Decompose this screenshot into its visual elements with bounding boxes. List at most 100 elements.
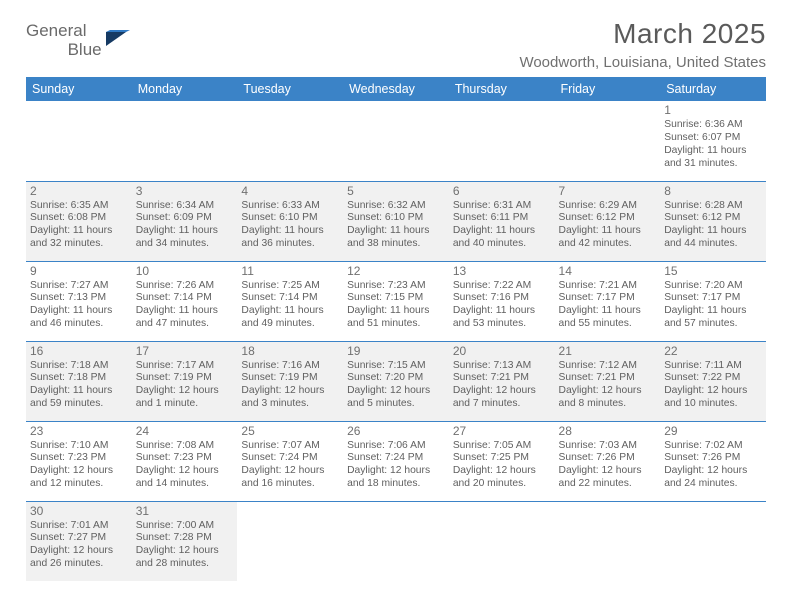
- day-cell: 22Sunrise: 7:11 AMSunset: 7:22 PMDayligh…: [660, 341, 766, 421]
- sunset-text: Sunset: 7:13 PM: [30, 292, 128, 305]
- sunset-text: Sunset: 7:16 PM: [453, 292, 551, 305]
- week-row: 16Sunrise: 7:18 AMSunset: 7:18 PMDayligh…: [26, 341, 766, 421]
- sunrise-text: Sunrise: 7:11 AM: [664, 360, 762, 373]
- day-number: 23: [30, 424, 128, 439]
- day-number: 16: [30, 344, 128, 359]
- day-cell: [343, 101, 449, 181]
- day-number: 30: [30, 504, 128, 519]
- sunset-text: Sunset: 7:26 PM: [559, 452, 657, 465]
- sunrise-text: Sunrise: 7:27 AM: [30, 280, 128, 293]
- week-row: 1Sunrise: 6:36 AMSunset: 6:07 PMDaylight…: [26, 101, 766, 181]
- day-cell: 18Sunrise: 7:16 AMSunset: 7:19 PMDayligh…: [237, 341, 343, 421]
- sunrise-text: Sunrise: 7:15 AM: [347, 360, 445, 373]
- day-number: 21: [559, 344, 657, 359]
- daylight-text: Daylight: 12 hours and 3 minutes.: [241, 385, 339, 411]
- sunset-text: Sunset: 6:11 PM: [453, 212, 551, 225]
- day-cell: 15Sunrise: 7:20 AMSunset: 7:17 PMDayligh…: [660, 261, 766, 341]
- day-number: 7: [559, 184, 657, 199]
- sunset-text: Sunset: 7:17 PM: [664, 292, 762, 305]
- day-header: Wednesday: [343, 77, 449, 101]
- day-cell: 26Sunrise: 7:06 AMSunset: 7:24 PMDayligh…: [343, 421, 449, 501]
- sunrise-text: Sunrise: 7:25 AM: [241, 280, 339, 293]
- day-number: 18: [241, 344, 339, 359]
- sunset-text: Sunset: 6:12 PM: [559, 212, 657, 225]
- daylight-text: Daylight: 11 hours and 32 minutes.: [30, 225, 128, 251]
- sunset-text: Sunset: 7:21 PM: [453, 372, 551, 385]
- daylight-text: Daylight: 11 hours and 59 minutes.: [30, 385, 128, 411]
- day-number: 15: [664, 264, 762, 279]
- month-title: March 2025: [519, 18, 766, 50]
- sunrise-text: Sunrise: 7:05 AM: [453, 440, 551, 453]
- daylight-text: Daylight: 11 hours and 57 minutes.: [664, 305, 762, 331]
- sunrise-text: Sunrise: 7:10 AM: [30, 440, 128, 453]
- sunrise-text: Sunrise: 7:13 AM: [453, 360, 551, 373]
- day-cell: [343, 501, 449, 581]
- day-header: Thursday: [449, 77, 555, 101]
- location: Woodworth, Louisiana, United States: [519, 54, 766, 71]
- day-cell: 23Sunrise: 7:10 AMSunset: 7:23 PMDayligh…: [26, 421, 132, 501]
- day-cell: [132, 101, 238, 181]
- day-cell: 29Sunrise: 7:02 AMSunset: 7:26 PMDayligh…: [660, 421, 766, 501]
- day-cell: [660, 501, 766, 581]
- daylight-text: Daylight: 11 hours and 53 minutes.: [453, 305, 551, 331]
- day-cell: [555, 101, 661, 181]
- day-cell: 16Sunrise: 7:18 AMSunset: 7:18 PMDayligh…: [26, 341, 132, 421]
- sunset-text: Sunset: 7:17 PM: [559, 292, 657, 305]
- day-number: 3: [136, 184, 234, 199]
- daylight-text: Daylight: 12 hours and 8 minutes.: [559, 385, 657, 411]
- day-cell: 13Sunrise: 7:22 AMSunset: 7:16 PMDayligh…: [449, 261, 555, 341]
- daylight-text: Daylight: 11 hours and 40 minutes.: [453, 225, 551, 251]
- daylight-text: Daylight: 12 hours and 14 minutes.: [136, 465, 234, 491]
- day-cell: 10Sunrise: 7:26 AMSunset: 7:14 PMDayligh…: [132, 261, 238, 341]
- day-number: 12: [347, 264, 445, 279]
- sunrise-text: Sunrise: 7:17 AM: [136, 360, 234, 373]
- sunrise-text: Sunrise: 7:23 AM: [347, 280, 445, 293]
- daylight-text: Daylight: 11 hours and 34 minutes.: [136, 225, 234, 251]
- sunrise-text: Sunrise: 7:12 AM: [559, 360, 657, 373]
- daylight-text: Daylight: 11 hours and 51 minutes.: [347, 305, 445, 331]
- day-cell: [237, 501, 343, 581]
- sunrise-text: Sunrise: 7:06 AM: [347, 440, 445, 453]
- sunset-text: Sunset: 6:09 PM: [136, 212, 234, 225]
- daylight-text: Daylight: 12 hours and 28 minutes.: [136, 545, 234, 571]
- day-header: Monday: [132, 77, 238, 101]
- day-cell: 21Sunrise: 7:12 AMSunset: 7:21 PMDayligh…: [555, 341, 661, 421]
- sunrise-text: Sunrise: 7:20 AM: [664, 280, 762, 293]
- sunrise-text: Sunrise: 7:07 AM: [241, 440, 339, 453]
- daylight-text: Daylight: 12 hours and 12 minutes.: [30, 465, 128, 491]
- day-number: 9: [30, 264, 128, 279]
- day-number: 31: [136, 504, 234, 519]
- week-row: 23Sunrise: 7:10 AMSunset: 7:23 PMDayligh…: [26, 421, 766, 501]
- day-number: 14: [559, 264, 657, 279]
- day-cell: 8Sunrise: 6:28 AMSunset: 6:12 PMDaylight…: [660, 181, 766, 261]
- sunset-text: Sunset: 7:23 PM: [136, 452, 234, 465]
- sunset-text: Sunset: 7:20 PM: [347, 372, 445, 385]
- day-number: 2: [30, 184, 128, 199]
- daylight-text: Daylight: 11 hours and 36 minutes.: [241, 225, 339, 251]
- week-row: 9Sunrise: 7:27 AMSunset: 7:13 PMDaylight…: [26, 261, 766, 341]
- day-cell: [449, 501, 555, 581]
- day-number: 26: [347, 424, 445, 439]
- day-cell: [237, 101, 343, 181]
- day-cell: 27Sunrise: 7:05 AMSunset: 7:25 PMDayligh…: [449, 421, 555, 501]
- day-number: 1: [664, 103, 762, 118]
- sunrise-text: Sunrise: 7:26 AM: [136, 280, 234, 293]
- day-number: 22: [664, 344, 762, 359]
- day-number: 19: [347, 344, 445, 359]
- day-number: 29: [664, 424, 762, 439]
- day-header: Friday: [555, 77, 661, 101]
- sunrise-text: Sunrise: 7:16 AM: [241, 360, 339, 373]
- daylight-text: Daylight: 11 hours and 49 minutes.: [241, 305, 339, 331]
- sunrise-text: Sunrise: 6:36 AM: [664, 119, 762, 132]
- sunset-text: Sunset: 7:24 PM: [241, 452, 339, 465]
- sunset-text: Sunset: 7:15 PM: [347, 292, 445, 305]
- sunrise-text: Sunrise: 7:22 AM: [453, 280, 551, 293]
- daylight-text: Daylight: 11 hours and 46 minutes.: [30, 305, 128, 331]
- day-header: Sunday: [26, 77, 132, 101]
- sunrise-text: Sunrise: 6:32 AM: [347, 200, 445, 213]
- sunset-text: Sunset: 7:18 PM: [30, 372, 128, 385]
- day-number: 11: [241, 264, 339, 279]
- day-cell: 25Sunrise: 7:07 AMSunset: 7:24 PMDayligh…: [237, 421, 343, 501]
- day-header: Tuesday: [237, 77, 343, 101]
- sunrise-text: Sunrise: 6:29 AM: [559, 200, 657, 213]
